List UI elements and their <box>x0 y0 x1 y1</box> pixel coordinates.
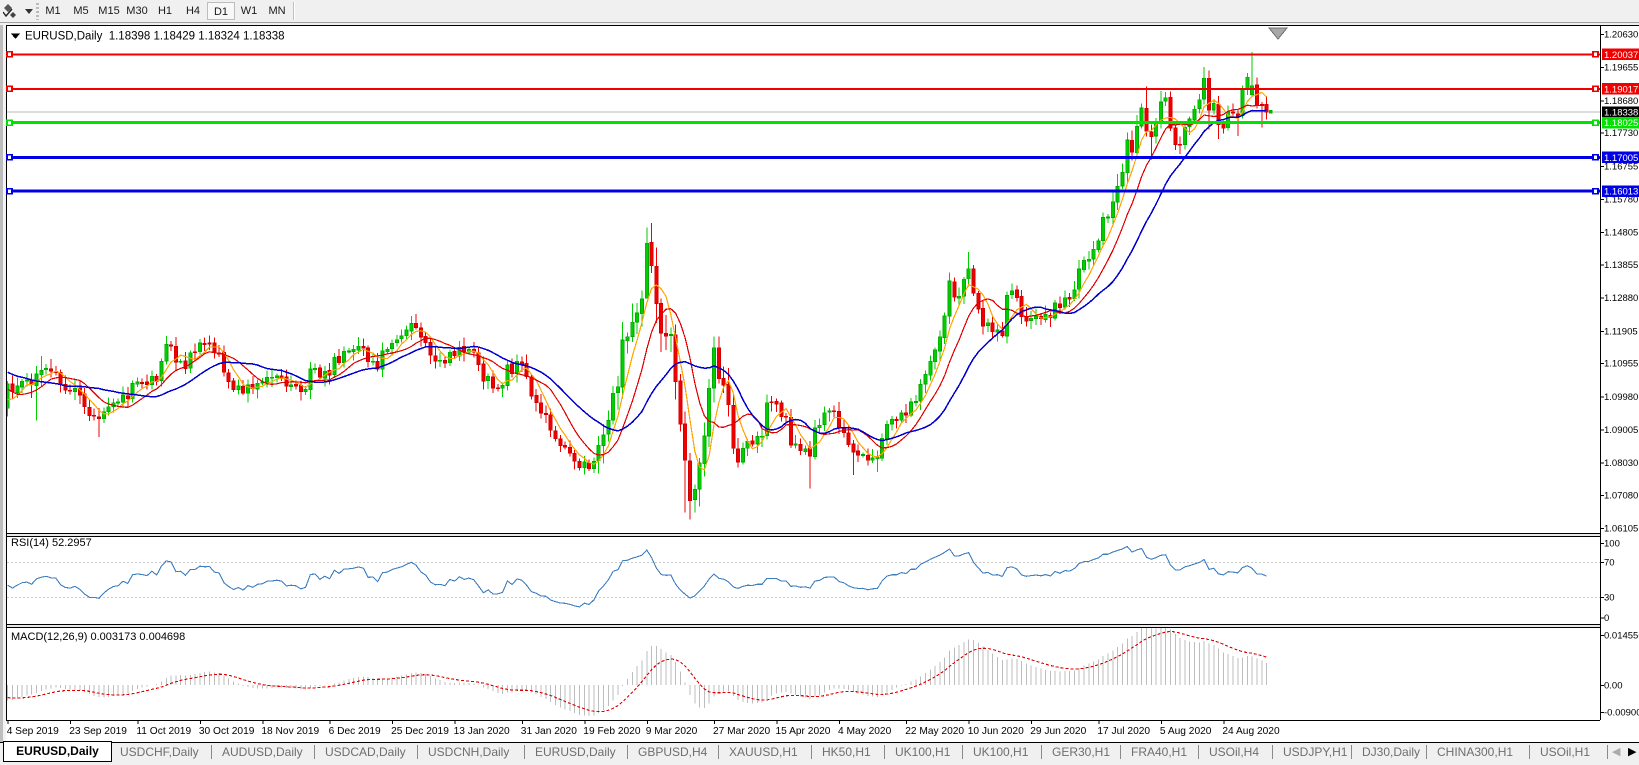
svg-text:1.20037: 1.20037 <box>1604 50 1638 61</box>
svg-text:0: 0 <box>1604 613 1609 624</box>
svg-text:1.10955: 1.10955 <box>1604 359 1638 370</box>
svg-text:4 May 2020: 4 May 2020 <box>838 726 892 737</box>
svg-text:70: 70 <box>1604 557 1615 568</box>
svg-text:9 Mar 2020: 9 Mar 2020 <box>646 726 698 737</box>
svg-text:1.17005: 1.17005 <box>1604 153 1638 164</box>
svg-text:1.15780: 1.15780 <box>1604 195 1638 206</box>
svg-text:1.16755: 1.16755 <box>1604 161 1638 172</box>
svg-text:24 Aug 2020: 24 Aug 2020 <box>1222 726 1280 737</box>
svg-text:1.16013: 1.16013 <box>1604 187 1638 198</box>
svg-text:1.12880: 1.12880 <box>1604 293 1638 304</box>
svg-text:10 Jun 2020: 10 Jun 2020 <box>968 726 1024 737</box>
svg-text:11 Oct 2019: 11 Oct 2019 <box>136 726 191 737</box>
svg-text:1.08030: 1.08030 <box>1604 458 1638 469</box>
svg-text:19 Feb 2020: 19 Feb 2020 <box>583 726 641 737</box>
svg-text:5 Aug 2020: 5 Aug 2020 <box>1160 726 1212 737</box>
svg-text:EURUSD,Daily 1.18398 1.18429: EURUSD,Daily 1.18398 1.18429 1.18324 1.1… <box>25 31 285 43</box>
svg-text:1.18338: 1.18338 <box>1604 108 1638 119</box>
svg-text:0.00: 0.00 <box>1604 681 1623 692</box>
svg-text:1.11905: 1.11905 <box>1604 326 1638 337</box>
svg-text:1.06105: 1.06105 <box>1604 524 1638 535</box>
svg-text:22 May 2020: 22 May 2020 <box>905 726 964 737</box>
svg-text:1.13855: 1.13855 <box>1604 260 1638 271</box>
svg-text:1.19017: 1.19017 <box>1604 84 1638 95</box>
svg-text:17 Jul 2020: 17 Jul 2020 <box>1097 726 1150 737</box>
svg-text:1.18025: 1.18025 <box>1604 118 1638 129</box>
svg-text:1.18680: 1.18680 <box>1604 96 1638 107</box>
svg-text:1.19655: 1.19655 <box>1604 63 1638 74</box>
svg-text:100: 100 <box>1604 538 1620 549</box>
svg-text:15 Apr 2020: 15 Apr 2020 <box>776 726 831 737</box>
svg-text:29 Jun 2020: 29 Jun 2020 <box>1030 726 1086 737</box>
svg-text:30 Oct 2019: 30 Oct 2019 <box>199 726 255 737</box>
svg-text:31 Jan 2020: 31 Jan 2020 <box>521 726 577 737</box>
svg-text:1.20630: 1.20630 <box>1604 30 1638 41</box>
svg-text:-0.00900: -0.00900 <box>1604 708 1639 719</box>
svg-text:23 Sep 2019: 23 Sep 2019 <box>69 726 127 737</box>
svg-text:1.09005: 1.09005 <box>1604 425 1638 436</box>
svg-text:MACD(12,26,9) 0.003173 0.00469: MACD(12,26,9) 0.003173 0.004698 <box>11 631 185 643</box>
svg-text:RSI(14) 52.2957: RSI(14) 52.2957 <box>11 537 92 549</box>
svg-text:25 Dec 2019: 25 Dec 2019 <box>391 726 449 737</box>
svg-text:0.014556: 0.014556 <box>1604 631 1639 642</box>
svg-text:1.14805: 1.14805 <box>1604 228 1638 239</box>
svg-text:1.17730: 1.17730 <box>1604 128 1638 139</box>
svg-text:13 Jan 2020: 13 Jan 2020 <box>454 726 510 737</box>
svg-text:4 Sep 2019: 4 Sep 2019 <box>7 726 59 737</box>
svg-text:6 Dec 2019: 6 Dec 2019 <box>329 726 381 737</box>
svg-text:1.07080: 1.07080 <box>1604 491 1638 502</box>
svg-text:1.09980: 1.09980 <box>1604 392 1638 403</box>
svg-text:27 Mar 2020: 27 Mar 2020 <box>713 726 771 737</box>
svg-text:30: 30 <box>1604 592 1615 603</box>
svg-text:18 Nov 2019: 18 Nov 2019 <box>261 726 319 737</box>
